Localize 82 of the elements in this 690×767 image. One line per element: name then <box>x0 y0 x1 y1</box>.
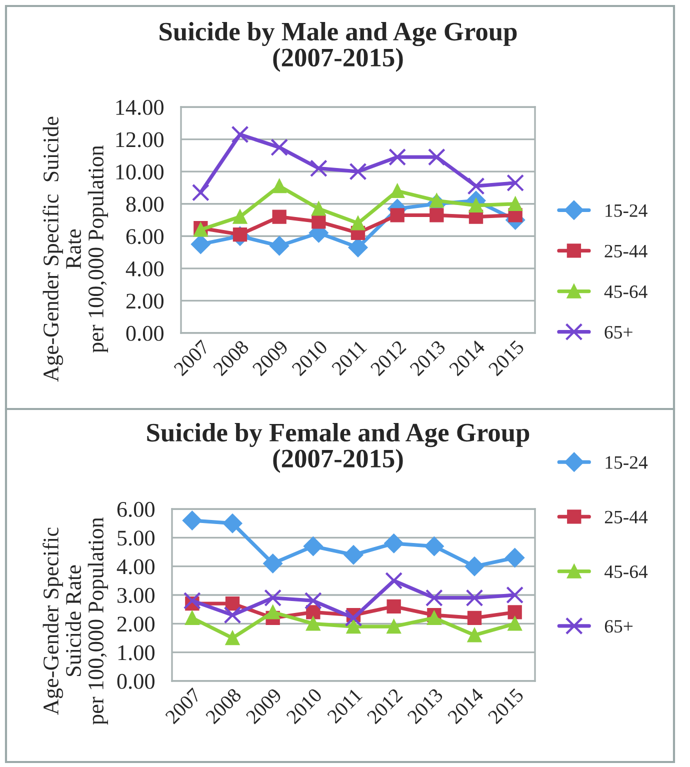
y-tick-label: 2.00 <box>126 294 164 309</box>
chart-title: Suicide by Male and Age Group (2007-2015) <box>160 22 517 72</box>
legend-label: 65+ <box>604 326 632 339</box>
point <box>272 179 286 194</box>
point <box>468 198 484 213</box>
point <box>270 138 288 156</box>
point <box>425 589 443 607</box>
point <box>306 605 320 620</box>
point <box>508 196 522 211</box>
point <box>430 208 444 222</box>
legend-label: 45-64 <box>604 565 648 578</box>
point <box>464 556 484 576</box>
y-axis-title: Age-Gender Specific Suicide Rate per 100,000 Population <box>42 116 108 382</box>
point <box>384 534 404 554</box>
point <box>224 606 242 624</box>
point <box>344 609 362 627</box>
point <box>390 208 404 222</box>
point <box>428 148 446 166</box>
point <box>346 619 361 634</box>
point <box>304 592 322 610</box>
point <box>467 628 482 642</box>
point <box>266 605 280 620</box>
y-tick-label: 14.00 <box>116 100 164 116</box>
point <box>225 630 240 646</box>
point <box>306 616 320 631</box>
y-tick-label: 10.00 <box>116 164 164 180</box>
point <box>467 177 485 195</box>
legend-label: 15-24 <box>606 456 648 469</box>
point <box>344 545 364 565</box>
point <box>312 202 326 216</box>
legend-label: 15-24 <box>606 204 648 217</box>
point <box>430 194 444 208</box>
point <box>467 610 482 626</box>
point <box>390 184 404 198</box>
point <box>190 234 210 254</box>
point <box>183 592 201 610</box>
chart-title: Suicide by Female and Age Group (2007-2015) <box>147 423 530 473</box>
legend-label: 65+ <box>604 620 633 633</box>
point <box>263 554 283 574</box>
point <box>427 610 442 626</box>
point <box>506 174 524 192</box>
legend-label: 25-44 <box>604 510 648 524</box>
point <box>222 514 242 534</box>
point <box>182 510 202 530</box>
point <box>466 589 484 607</box>
y-tick-label: 0.00 <box>126 326 164 342</box>
y-tick-label: 2.00 <box>117 616 154 632</box>
point <box>424 536 444 556</box>
y-tick-label: 6.00 <box>126 229 164 244</box>
y-tick-label: 3.00 <box>118 588 154 604</box>
point <box>225 596 240 611</box>
point <box>310 160 328 178</box>
point <box>386 619 401 634</box>
point <box>385 572 403 590</box>
legend-label: 25-44 <box>604 244 648 258</box>
y-tick-label: 12.00 <box>116 132 164 148</box>
y-tick-label: 6.00 <box>117 502 154 518</box>
y-tick-label: 0.00 <box>117 674 154 690</box>
point <box>508 616 522 631</box>
point <box>350 216 366 230</box>
point <box>270 236 290 256</box>
y-tick-label: 8.00 <box>126 196 164 212</box>
point <box>185 610 200 626</box>
y-tick-label: 1.00 <box>118 645 154 660</box>
y-tick-label: 5.00 <box>118 530 154 546</box>
y-axis-title: Age-Gender Specific Suicide Rate per 100,000 Population <box>42 517 108 725</box>
point <box>272 210 286 224</box>
point <box>506 586 524 604</box>
point <box>192 184 210 202</box>
legend-label: 45-64 <box>604 285 648 298</box>
point <box>349 162 367 180</box>
point <box>505 548 525 568</box>
y-tick-label: 4.00 <box>116 559 154 574</box>
point <box>386 599 401 614</box>
y-tick-label: 4.00 <box>126 261 164 276</box>
point <box>508 605 522 620</box>
point <box>303 536 323 556</box>
point <box>312 214 326 229</box>
point <box>231 126 249 144</box>
point <box>264 589 282 607</box>
point <box>388 148 406 166</box>
point <box>232 210 248 224</box>
